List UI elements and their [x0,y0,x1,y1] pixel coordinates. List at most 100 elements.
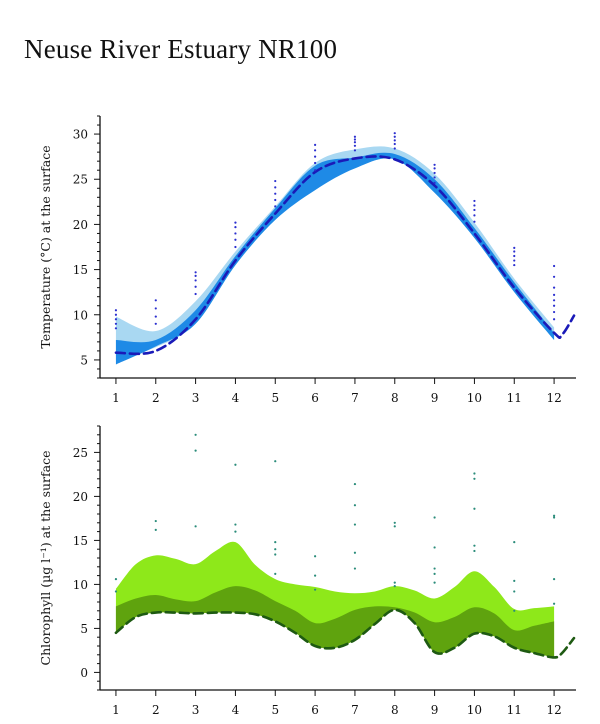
temperature-data-point [114,309,118,312]
chlorophyll-x-tick-label: 7 [351,703,359,717]
chlorophyll-x-tick-label: 2 [152,703,160,717]
temperature-data-point [552,318,556,321]
temperature-data-point [114,318,118,321]
chlorophyll-x-tick-label: 3 [192,703,200,717]
chlorophyll-data-point [194,525,197,528]
chlorophyll-y-tick-label: 5 [80,622,88,636]
chlorophyll-x-tick-label: 9 [431,703,439,717]
chlorophyll-data-point [433,572,436,575]
temperature-data-point [314,143,317,147]
chlorophyll-data-point [433,567,436,570]
temperature-data-point [513,250,516,253]
chlorophyll-data-point [393,525,396,528]
temperature-data-point [353,141,357,144]
chlorophyll-x-tick-label: 1 [112,703,120,717]
temperature-data-point [154,322,157,325]
chlorophyll-data-point [234,523,237,526]
chlorophyll-data-point [154,519,157,523]
chlorophyll-data-point [194,449,197,452]
temperature-data-point [513,263,516,267]
chlorophyll-data-point [473,549,476,553]
chlorophyll-data-point [473,507,476,510]
chlorophyll-data-point [154,528,157,531]
temperature-data-point [473,204,476,207]
chlorophyll-data-point [473,544,476,547]
temperature-data-point [194,285,197,288]
chlorophyll-y-tick-label: 10 [73,578,88,592]
chlorophyll-x-tick-label: 5 [271,703,279,717]
chlorophyll-data-point [234,463,237,466]
chlorophyll-data-point [114,590,118,593]
temperature-data-point [154,299,157,302]
chlorophyll-x-tick-label: 10 [467,703,482,717]
temperature-y-axis-title: Temperature (°C) at the surface [38,145,53,348]
chlorophyll-x-tick-label: 4 [232,703,240,717]
chlorophyll-data-point [314,588,317,591]
temperature-x-tick-label: 9 [431,391,439,405]
chlorophyll-data-point [513,590,516,593]
temperature-data-point [194,279,197,282]
temperature-x-tick-label: 7 [351,391,359,405]
temperature-data-point [552,275,556,278]
chlorophyll-x-tick-label: 6 [311,703,319,717]
temperature-data-point [314,161,317,165]
temperature-data-point [433,171,436,175]
temperature-data-point [234,238,237,241]
chlorophyll-data-point [473,477,476,480]
temperature-data-point [433,176,436,179]
temperature-data-point [234,226,237,229]
temperature-data-point [274,192,277,195]
temperature-data-point [194,292,197,296]
temperature-y-tick-label: 15 [73,263,88,277]
temperature-data-point [393,147,396,150]
chlorophyll-data-point [393,581,396,584]
temperature-data-point [314,149,317,152]
temperature-data-point [353,144,357,147]
chlorophyll-data-point [274,548,277,551]
temperature-data-point [433,167,436,170]
temperature-data-point [473,208,476,212]
chlorophyll-data-point [274,541,277,544]
temperature-x-tick-label: 8 [391,391,399,405]
chlorophyll-x-tick-label: 11 [507,703,522,717]
temperature-data-point [114,322,118,325]
chlorophyll-data-point [393,585,396,588]
chlorophyll-data-point [314,574,317,577]
chlorophyll-data-point [393,521,396,524]
chlorophyll-data-point [433,546,436,549]
temperature-data-point [353,135,357,138]
chlorophyll-data-point [353,567,357,570]
temperature-data-point [274,198,277,202]
chlorophyll-data-point [552,514,556,517]
chlorophyll-y-tick-label: 25 [73,446,88,460]
temperature-data-point [314,155,317,158]
chlorophyll-x-tick-label: 8 [391,703,399,717]
chlorophyll-data-point [552,602,556,605]
temperature-data-point [393,132,396,135]
temperature-data-point [393,139,396,142]
chlorophyll-data-point [552,578,556,581]
chlorophyll-data-point [314,555,317,558]
chlorophyll-data-point [353,523,357,526]
temperature-data-point [234,232,237,235]
temperature-x-tick-label: 3 [192,391,200,405]
temperature-data-point [314,169,317,172]
chlorophyll-data-point [274,553,277,556]
temperature-x-tick-label: 11 [507,391,522,405]
temperature-data-point [513,254,516,258]
temperature-data-point [393,135,396,138]
temperature-data-point [473,214,476,217]
temperature-data-point [552,299,556,302]
chlorophyll-y-axis-title: Chlorophyll (µg l⁻¹) at the surface [38,451,53,666]
temperature-data-point [513,246,516,249]
chlorophyll-y-tick-label: 20 [73,490,88,504]
chlorophyll-data-point [433,516,436,519]
temperature-data-point [473,220,476,223]
chlorophyll-data-point [194,433,197,436]
temperature-data-point [552,310,556,314]
chlorophyll-data-point [353,504,357,507]
chlorophyll-inner-band [115,586,555,658]
